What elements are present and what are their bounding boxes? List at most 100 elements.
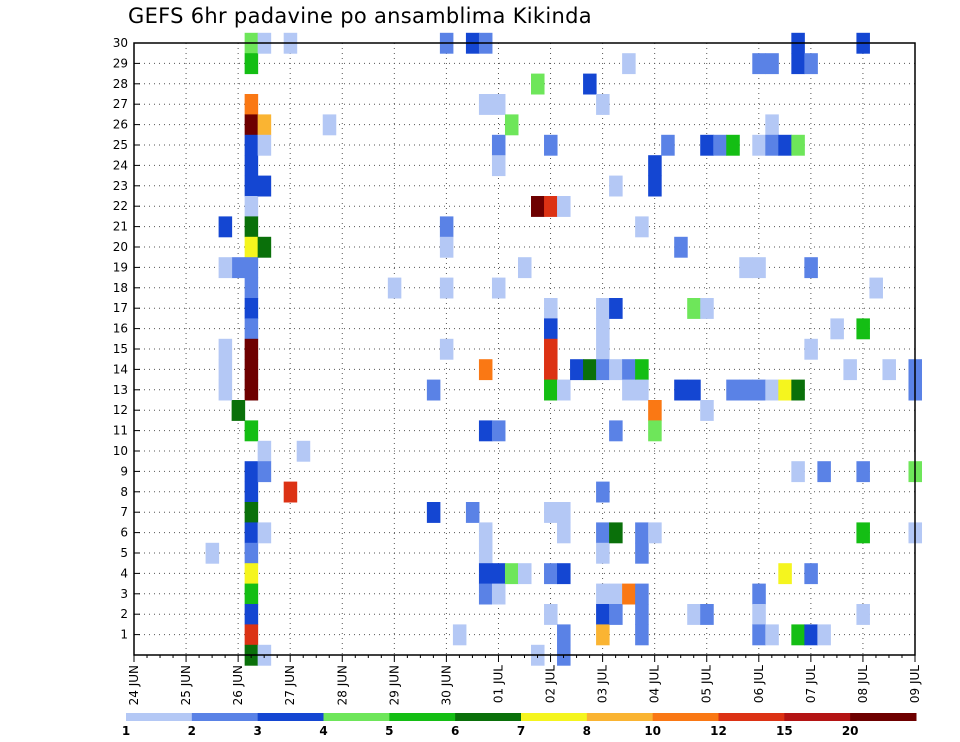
precip-cell bbox=[778, 379, 792, 401]
precip-cell bbox=[557, 502, 571, 523]
precip-cell bbox=[752, 604, 766, 625]
precip-cell bbox=[726, 379, 740, 401]
precip-cell bbox=[426, 502, 441, 523]
precip-cell bbox=[661, 134, 675, 156]
precip-cell bbox=[622, 379, 636, 401]
precip-cell bbox=[244, 94, 259, 115]
colorbar-swatch bbox=[586, 713, 654, 721]
precip-cell bbox=[635, 542, 649, 564]
precip-cell bbox=[504, 563, 519, 585]
precip-cell bbox=[648, 175, 662, 197]
y-tick-label: 7 bbox=[120, 505, 128, 519]
precip-cell bbox=[804, 563, 818, 585]
x-tick-label: 27 JUN bbox=[283, 665, 297, 705]
precip-cell bbox=[635, 624, 649, 646]
y-tick-label: 24 bbox=[113, 158, 128, 172]
colorbar-swatch bbox=[718, 713, 785, 721]
precip-cell bbox=[648, 155, 662, 177]
precip-cell bbox=[544, 134, 558, 156]
precip-cell bbox=[465, 502, 480, 523]
y-tick-label: 23 bbox=[113, 179, 128, 193]
ensemble-cells bbox=[205, 32, 923, 666]
y-tick-label: 27 bbox=[113, 97, 128, 111]
x-tick-label: 08 JUL bbox=[856, 665, 870, 703]
precip-cell bbox=[244, 196, 259, 217]
precip-cell bbox=[231, 400, 246, 421]
colorbar-swatch bbox=[323, 713, 390, 721]
precip-cell bbox=[544, 604, 558, 625]
precip-cell bbox=[439, 338, 454, 360]
precip-cell bbox=[687, 298, 701, 319]
precip-cell bbox=[244, 461, 259, 483]
colorbar-label: 3 bbox=[253, 724, 261, 738]
precip-cell bbox=[244, 624, 259, 646]
precip-cell bbox=[856, 604, 870, 625]
precip-cell bbox=[231, 257, 246, 279]
precip-cell bbox=[622, 359, 636, 381]
precip-cell bbox=[557, 624, 571, 646]
precip-cell bbox=[544, 502, 558, 523]
precip-cell bbox=[257, 175, 272, 197]
precip-cell bbox=[583, 359, 597, 381]
precip-cell bbox=[635, 216, 649, 238]
colorbar-swatch bbox=[191, 713, 259, 721]
precip-cell bbox=[491, 563, 506, 585]
precip-cell bbox=[791, 624, 805, 646]
precip-cell bbox=[700, 604, 714, 625]
precip-cell bbox=[596, 318, 610, 340]
precip-cell bbox=[205, 542, 220, 564]
precip-cell bbox=[765, 53, 779, 75]
precip-cell bbox=[531, 73, 545, 95]
precip-cell bbox=[218, 359, 233, 381]
precip-cell bbox=[439, 236, 454, 258]
precip-cell bbox=[726, 134, 740, 156]
colorbar-label: 12 bbox=[710, 724, 727, 738]
y-tick-label: 25 bbox=[113, 138, 128, 152]
precip-cell bbox=[687, 604, 701, 625]
precip-cell bbox=[557, 522, 571, 544]
precip-cell bbox=[244, 134, 259, 156]
colorbar-label: 6 bbox=[451, 724, 459, 738]
colorbar-swatch bbox=[257, 713, 324, 721]
precip-cell bbox=[531, 196, 545, 217]
precip-cell bbox=[478, 583, 493, 605]
precip-cell bbox=[544, 298, 558, 319]
precip-cell bbox=[244, 298, 259, 319]
precip-cell bbox=[791, 53, 805, 75]
precip-cell bbox=[557, 379, 571, 401]
precip-cell bbox=[491, 420, 506, 442]
y-tick-label: 30 bbox=[113, 36, 128, 50]
precip-cell bbox=[218, 216, 233, 238]
y-tick-label: 13 bbox=[113, 383, 128, 397]
x-tick-label: 06 JUL bbox=[752, 665, 766, 703]
precip-cell bbox=[244, 257, 259, 279]
precip-cell bbox=[674, 236, 688, 258]
precip-cell bbox=[791, 461, 805, 483]
precip-cell bbox=[752, 134, 766, 156]
precip-cell bbox=[257, 134, 272, 156]
y-tick-label: 2 bbox=[120, 607, 128, 621]
colorbar-label: 10 bbox=[644, 724, 661, 738]
precip-cell bbox=[648, 400, 662, 421]
precip-cell bbox=[244, 481, 259, 503]
precip-cell bbox=[322, 114, 337, 136]
x-tick-label: 26 JUN bbox=[231, 665, 245, 705]
precip-cell bbox=[804, 624, 818, 646]
precip-cell bbox=[609, 604, 623, 625]
x-tick-label: 30 JUN bbox=[439, 665, 453, 705]
y-tick-label: 3 bbox=[120, 587, 128, 601]
y-tick-label: 20 bbox=[113, 240, 128, 254]
precip-cell bbox=[557, 196, 571, 217]
precip-cell bbox=[609, 298, 623, 319]
precip-cell bbox=[244, 277, 259, 299]
precip-cell bbox=[596, 542, 610, 564]
precip-cell bbox=[752, 257, 766, 279]
precip-cell bbox=[244, 502, 259, 523]
precip-cell bbox=[804, 338, 818, 360]
precip-cell bbox=[609, 359, 623, 381]
precip-cell bbox=[387, 277, 402, 299]
precip-cell bbox=[596, 624, 610, 646]
precip-cell bbox=[596, 522, 610, 544]
precip-cell bbox=[244, 155, 259, 177]
colorbar-swatch bbox=[389, 713, 456, 721]
